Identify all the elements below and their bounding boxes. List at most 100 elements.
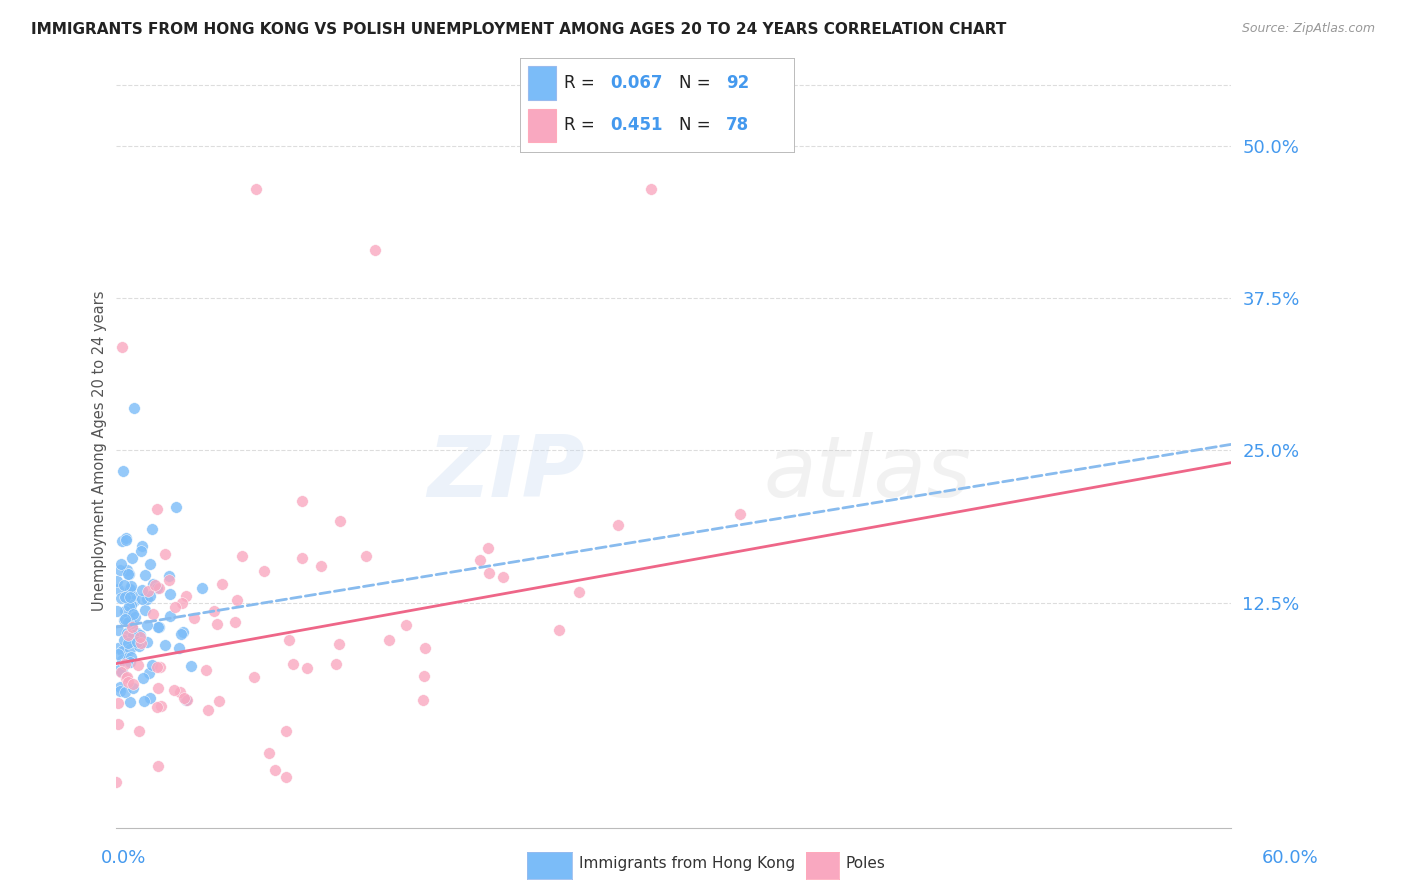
- Point: [120, 649, 142, 664]
- Point: [145, 699, 167, 714]
- Point: [114, 604, 136, 618]
- Point: [117, 675, 139, 690]
- Point: [111, 665, 134, 679]
- Point: [115, 533, 138, 547]
- Point: [309, 559, 332, 574]
- Point: [412, 693, 434, 707]
- Point: [146, 681, 169, 695]
- Point: [159, 587, 181, 601]
- Point: [290, 551, 312, 566]
- Point: [129, 544, 152, 558]
- Point: [153, 547, 176, 561]
- Point: [364, 243, 387, 257]
- Point: [107, 664, 129, 678]
- Point: [325, 657, 347, 671]
- Point: [124, 609, 146, 624]
- Point: [197, 703, 219, 717]
- Point: [231, 549, 253, 564]
- Point: [132, 672, 155, 686]
- Point: [105, 774, 128, 789]
- Point: [159, 608, 181, 623]
- Point: [117, 628, 139, 642]
- Point: [224, 615, 246, 629]
- Point: [153, 638, 176, 652]
- FancyBboxPatch shape: [529, 109, 555, 142]
- Point: [141, 522, 163, 536]
- Point: [131, 582, 153, 597]
- Point: [120, 590, 142, 604]
- Point: [139, 557, 162, 571]
- Point: [146, 581, 169, 595]
- Point: [139, 690, 162, 705]
- Point: [183, 611, 205, 625]
- Point: [274, 770, 297, 784]
- Text: 0.0%: 0.0%: [101, 849, 146, 867]
- Point: [110, 558, 132, 572]
- Y-axis label: Unemployment Among Ages 20 to 24 years: Unemployment Among Ages 20 to 24 years: [93, 290, 107, 611]
- Point: [170, 627, 193, 641]
- Point: [115, 670, 138, 684]
- Point: [125, 626, 148, 640]
- Point: [146, 660, 169, 674]
- Text: R =: R =: [564, 117, 600, 135]
- Point: [138, 665, 160, 680]
- Point: [134, 567, 156, 582]
- Text: ZIP: ZIP: [427, 432, 585, 515]
- Text: 0.067: 0.067: [610, 74, 664, 92]
- Text: 78: 78: [725, 117, 749, 135]
- Text: N =: N =: [679, 117, 716, 135]
- Point: [132, 694, 155, 708]
- Point: [548, 624, 571, 638]
- Point: [125, 635, 148, 649]
- Point: [121, 620, 143, 634]
- Point: [211, 577, 233, 591]
- Point: [108, 684, 131, 698]
- Point: [146, 502, 169, 516]
- Text: Immigrants from Hong Kong: Immigrants from Hong Kong: [579, 856, 796, 871]
- Text: Source: ZipAtlas.com: Source: ZipAtlas.com: [1241, 22, 1375, 36]
- Point: [114, 577, 136, 591]
- Point: [115, 532, 138, 546]
- Point: [110, 665, 132, 679]
- Point: [127, 658, 149, 673]
- Point: [141, 657, 163, 672]
- Point: [142, 607, 165, 621]
- Point: [128, 724, 150, 739]
- Point: [115, 625, 138, 640]
- Point: [413, 669, 436, 683]
- Point: [176, 693, 198, 707]
- Point: [149, 698, 172, 713]
- Point: [139, 590, 162, 604]
- Point: [107, 582, 129, 597]
- Point: [148, 620, 170, 634]
- Point: [118, 567, 141, 582]
- Point: [174, 589, 197, 603]
- Text: IMMIGRANTS FROM HONG KONG VS POLISH UNEMPLOYMENT AMONG AGES 20 TO 24 YEARS CORRE: IMMIGRANTS FROM HONG KONG VS POLISH UNEM…: [31, 22, 1007, 37]
- Point: [121, 632, 143, 647]
- Point: [118, 655, 141, 669]
- Point: [283, 657, 305, 672]
- Point: [118, 599, 141, 613]
- Point: [163, 600, 186, 615]
- Point: [107, 717, 129, 731]
- Point: [115, 651, 138, 665]
- Point: [172, 596, 194, 610]
- Point: [115, 587, 138, 601]
- Point: [135, 618, 157, 632]
- Point: [122, 628, 145, 642]
- Point: [157, 569, 180, 583]
- Point: [377, 632, 399, 647]
- Point: [640, 182, 662, 196]
- Point: [131, 539, 153, 553]
- Point: [492, 570, 515, 584]
- Point: [122, 681, 145, 695]
- Point: [112, 632, 135, 647]
- Point: [111, 340, 134, 354]
- Text: 92: 92: [725, 74, 749, 92]
- Point: [328, 637, 350, 651]
- Point: [114, 684, 136, 698]
- Point: [117, 566, 139, 581]
- Point: [122, 607, 145, 621]
- Point: [136, 635, 159, 649]
- Point: [277, 633, 299, 648]
